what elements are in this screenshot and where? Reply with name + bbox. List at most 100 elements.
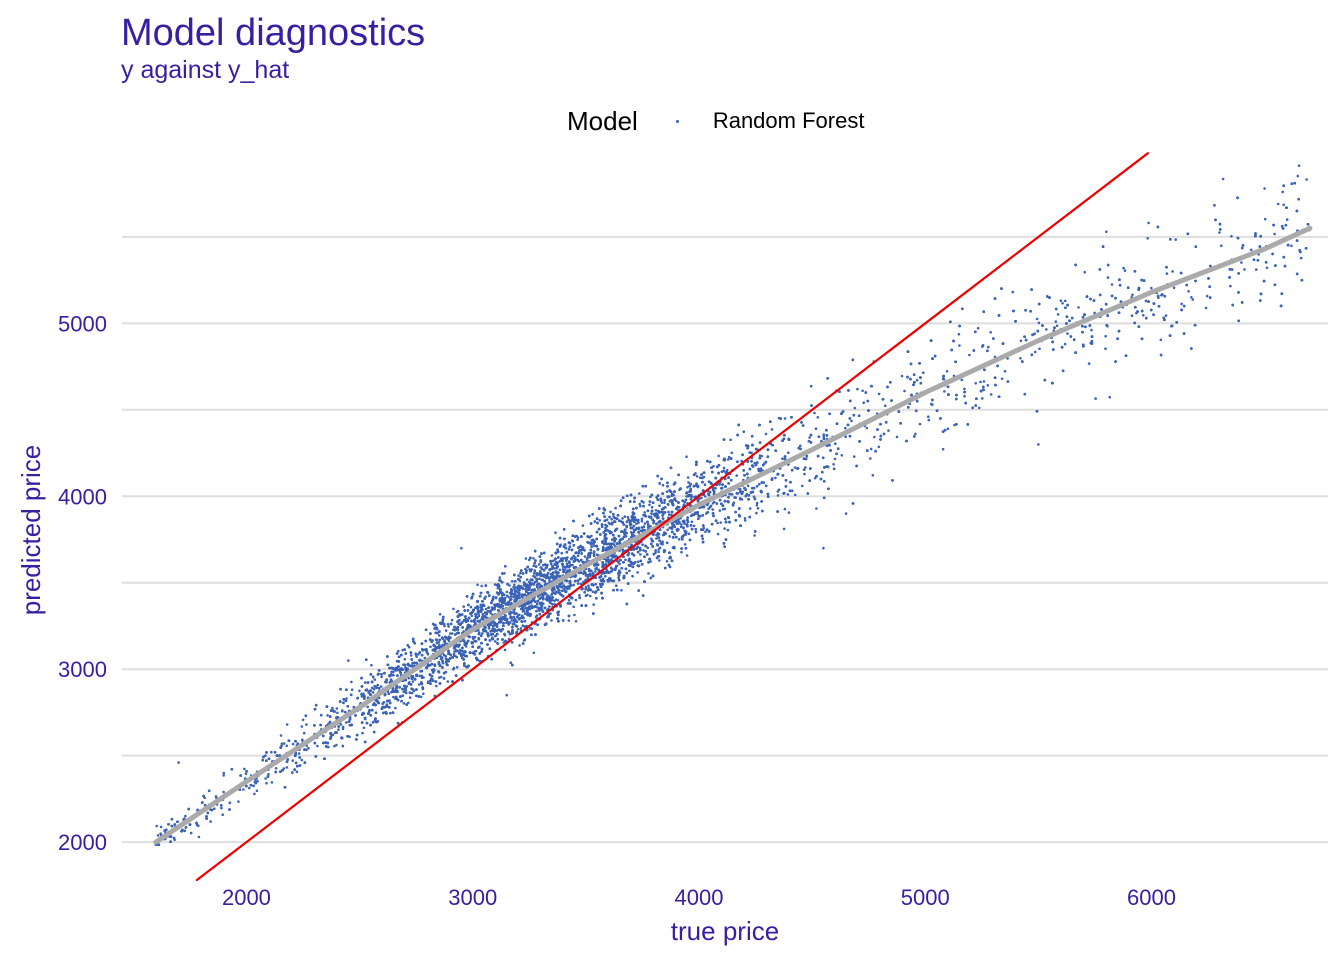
data-point: [302, 731, 306, 735]
data-point: [609, 510, 612, 514]
data-point: [450, 618, 454, 622]
data-point: [492, 595, 495, 599]
data-point: [301, 718, 305, 722]
data-point: [833, 457, 837, 461]
data-point: [719, 521, 722, 524]
data-point: [1240, 261, 1243, 264]
data-point: [519, 627, 523, 630]
data-point: [189, 831, 193, 835]
data-point: [646, 546, 649, 550]
data-point: [1265, 266, 1269, 270]
data-point: [884, 404, 887, 408]
data-point: [209, 820, 212, 823]
data-point: [594, 570, 597, 573]
data-point: [514, 586, 517, 589]
data-point: [374, 711, 378, 714]
data-point: [418, 674, 421, 678]
data-point: [986, 384, 990, 387]
data-point: [927, 418, 931, 422]
data-point: [786, 493, 790, 496]
data-point: [643, 511, 646, 514]
data-point: [787, 451, 790, 455]
data-point: [679, 525, 683, 529]
data-point: [712, 465, 715, 468]
data-point: [632, 530, 636, 534]
data-point: [895, 435, 899, 439]
data-point: [979, 380, 982, 384]
data-point: [379, 685, 383, 688]
data-point: [661, 483, 665, 487]
chart-title: Model diagnostics: [121, 12, 426, 54]
data-point: [493, 605, 497, 609]
data-point: [362, 726, 366, 730]
data-point: [576, 554, 580, 558]
data-point: [578, 594, 581, 597]
data-point: [498, 576, 502, 579]
data-point: [640, 517, 644, 521]
data-point: [700, 496, 703, 500]
data-point: [680, 550, 683, 554]
data-point: [1218, 231, 1221, 234]
data-point: [1296, 174, 1300, 178]
data-point: [494, 640, 497, 643]
data-point: [1131, 293, 1134, 297]
data-point: [685, 554, 689, 557]
legend-label: Random Forest: [712, 108, 865, 133]
data-point: [509, 595, 513, 598]
data-point: [350, 688, 354, 691]
data-point: [295, 770, 299, 773]
data-point: [335, 707, 339, 710]
data-point: [512, 585, 515, 589]
data-point: [621, 517, 624, 520]
data-point: [197, 824, 200, 828]
data-point: [862, 401, 865, 405]
data-point: [1147, 221, 1150, 225]
data-point: [279, 734, 283, 737]
data-point: [638, 502, 641, 506]
data-point: [692, 524, 696, 528]
chart-subtitle: y against y_hat: [121, 56, 290, 84]
data-point: [822, 435, 825, 438]
data-point: [220, 806, 223, 810]
data-point: [685, 455, 688, 459]
data-point: [572, 583, 575, 587]
data-point: [331, 733, 335, 736]
data-point: [638, 492, 641, 495]
data-point: [372, 687, 376, 691]
data-point: [1066, 332, 1069, 335]
data-point: [526, 565, 529, 569]
data-point: [243, 767, 246, 771]
data-point: [1249, 248, 1253, 252]
data-point: [407, 676, 411, 680]
data-point: [677, 538, 681, 541]
data-point: [635, 522, 638, 526]
data-point: [256, 779, 259, 783]
data-point: [1104, 334, 1107, 338]
data-point: [958, 344, 961, 347]
data-point: [213, 807, 216, 810]
data-point: [316, 744, 319, 748]
data-point: [1162, 316, 1165, 320]
data-point: [678, 488, 681, 492]
data-point: [248, 786, 251, 790]
data-point: [1171, 270, 1174, 273]
data-point: [721, 507, 725, 511]
data-point: [265, 781, 268, 785]
data-point: [963, 394, 966, 398]
data-point: [748, 507, 752, 510]
data-point: [429, 645, 432, 649]
data-point: [674, 499, 678, 503]
data-point: [922, 371, 925, 375]
data-point: [507, 596, 511, 599]
data-point: [945, 370, 949, 373]
data-point: [1299, 256, 1303, 260]
data-point: [401, 694, 405, 697]
data-point: [601, 577, 605, 581]
data-point: [401, 648, 405, 652]
data-point: [532, 651, 536, 655]
data-point: [832, 463, 835, 466]
data-point: [335, 743, 338, 747]
data-point: [407, 645, 411, 649]
data-point: [915, 378, 919, 382]
data-point: [643, 522, 647, 525]
